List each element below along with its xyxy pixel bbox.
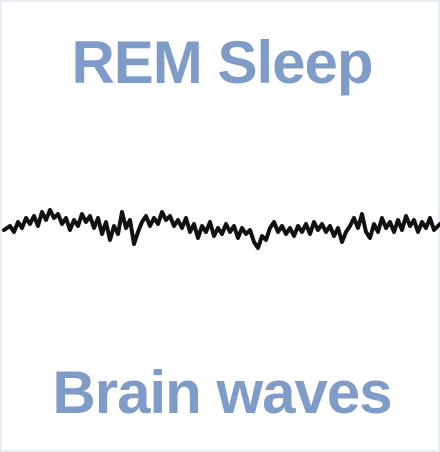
card-caption: Brain waves (52, 359, 392, 426)
brain-wave-trace (2, 208, 440, 250)
eeg-wave-line (2, 208, 440, 250)
card-title: REM Sleep (71, 29, 373, 96)
